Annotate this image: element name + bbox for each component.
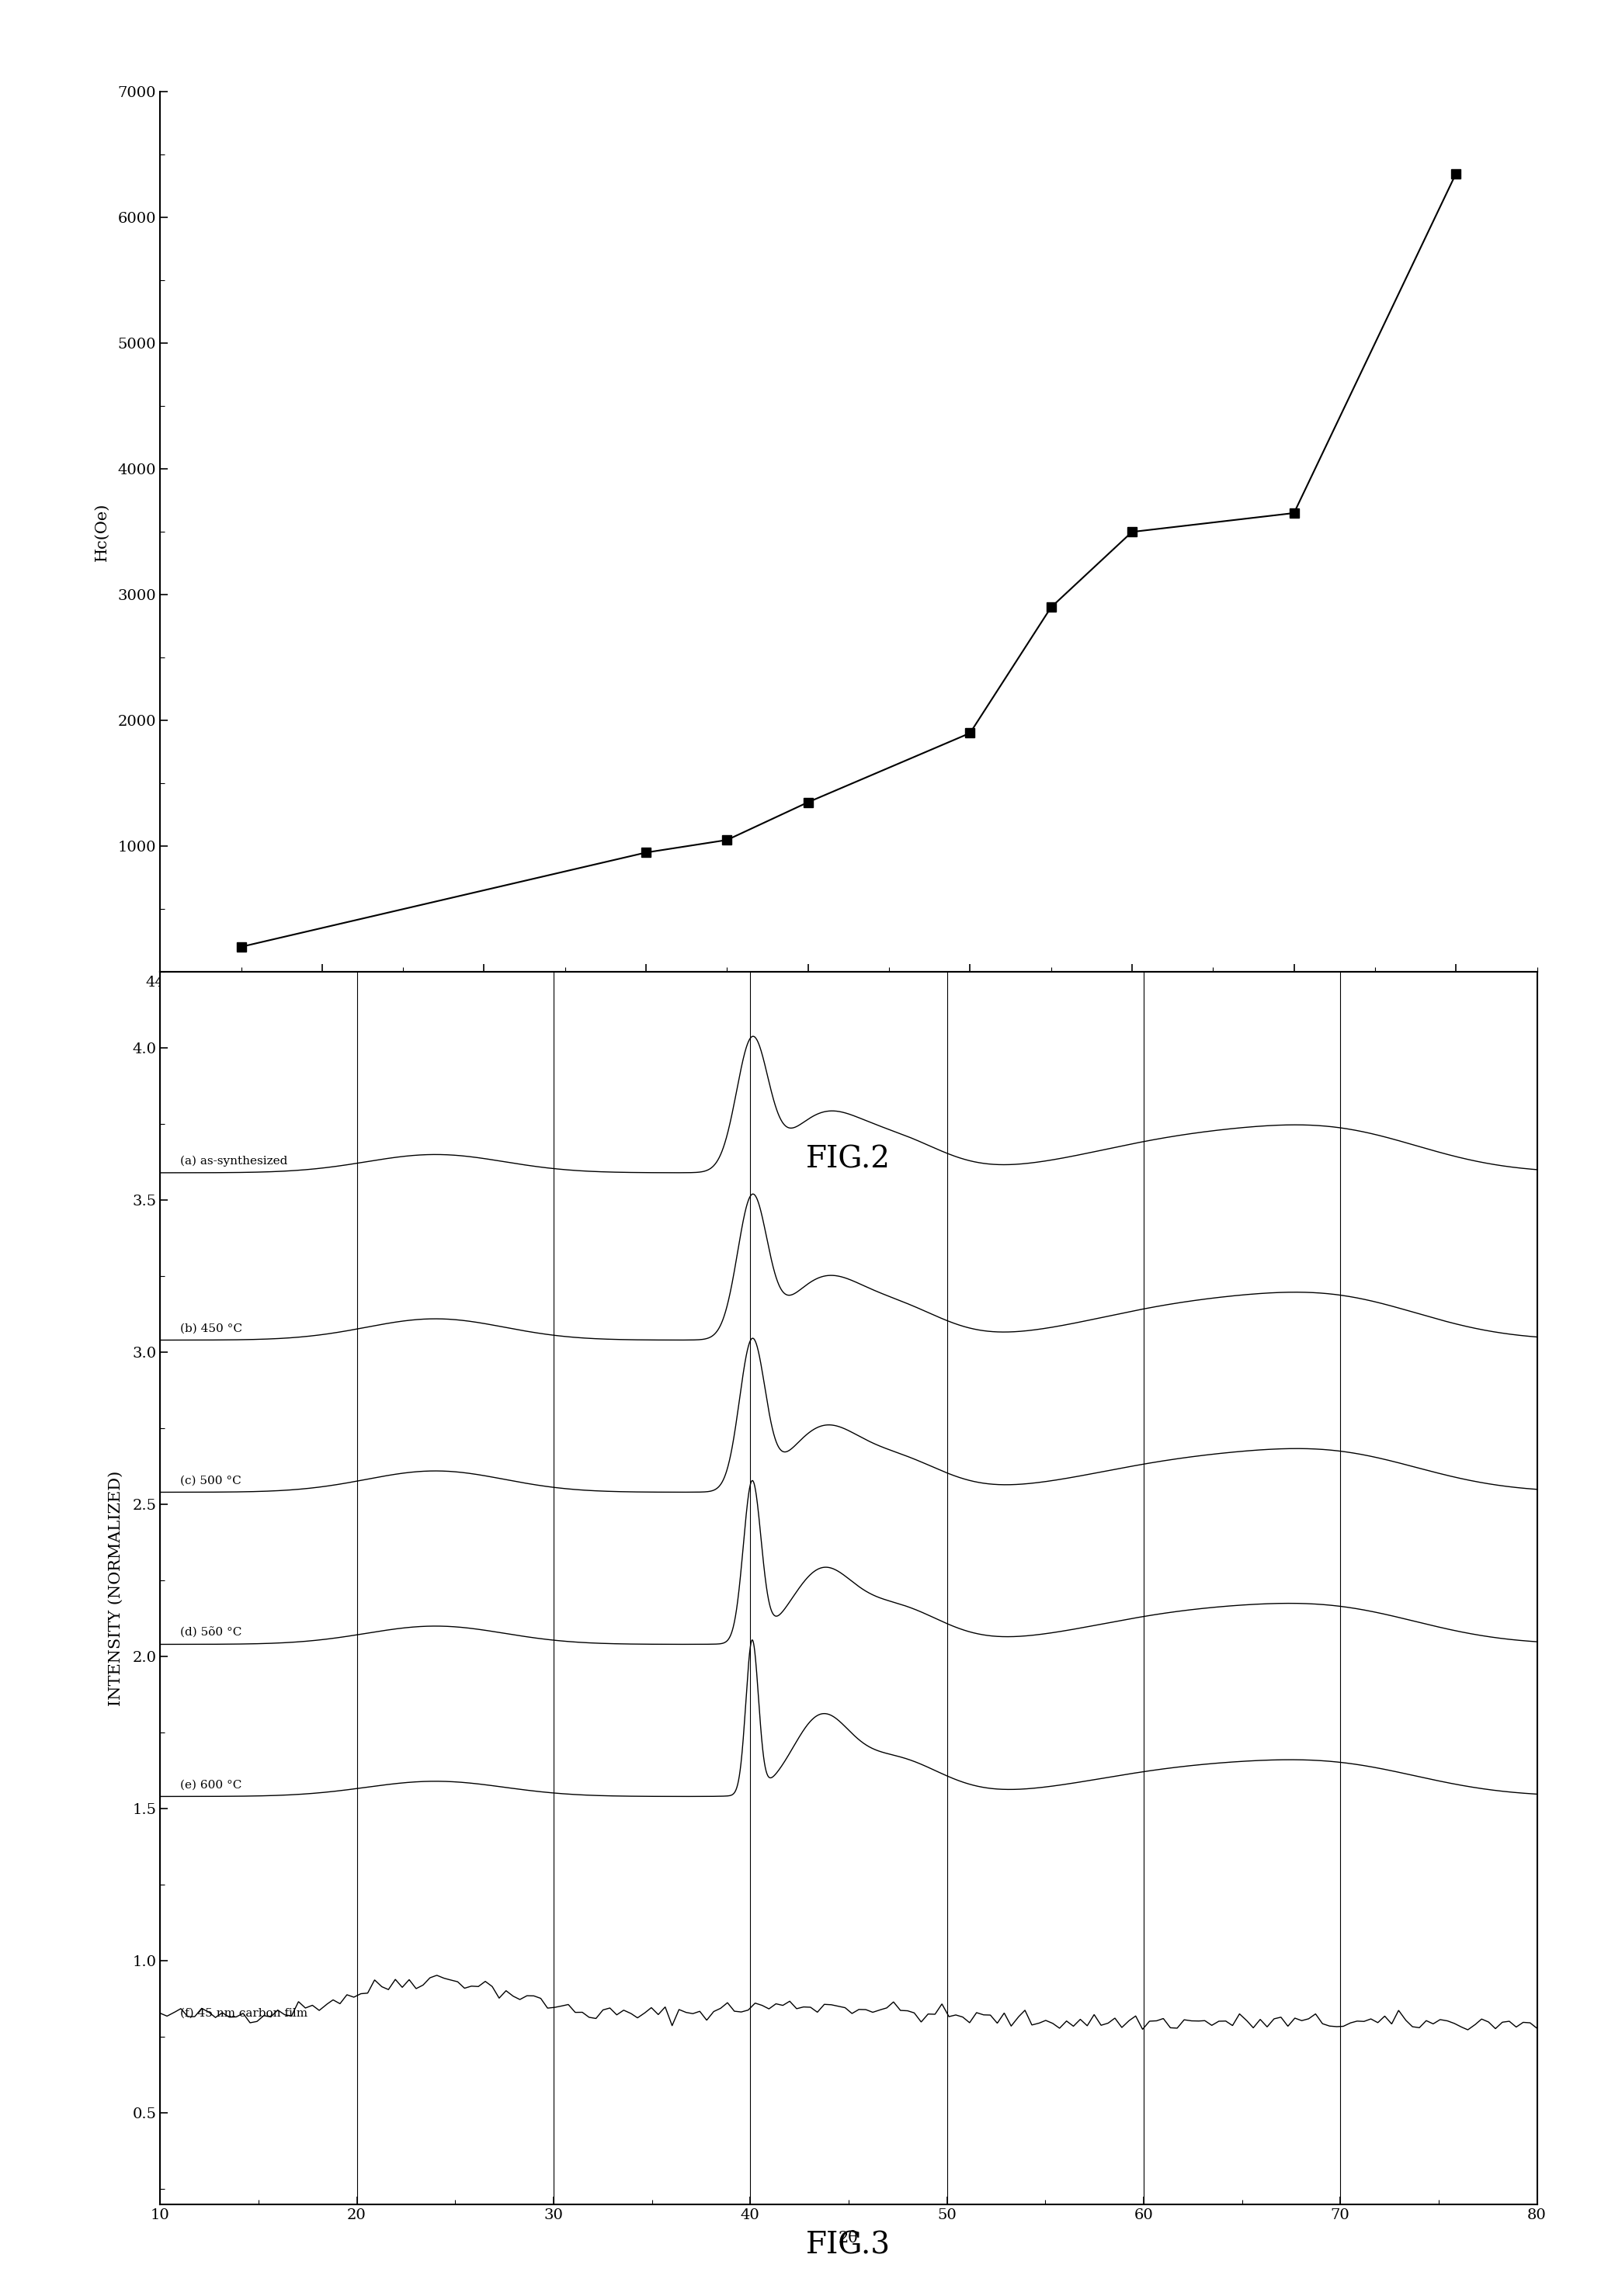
Text: FIG.2: FIG.2 (807, 1146, 890, 1173)
X-axis label: TEMPERATURE (°C): TEMPERATURE (°C) (762, 999, 935, 1013)
Y-axis label: Hc(Oe): Hc(Oe) (94, 503, 109, 560)
Text: (f) 45 nm carbon film: (f) 45 nm carbon film (179, 2007, 307, 2018)
Text: (d) 5õ0 °C: (d) 5õ0 °C (179, 1628, 242, 1639)
X-axis label: 2θ: 2θ (839, 2229, 858, 2245)
Text: (a) as-synthesized: (a) as-synthesized (179, 1155, 287, 1166)
Text: FIG.3: FIG.3 (807, 2232, 890, 2259)
Text: (c) 500 °C: (c) 500 °C (179, 1476, 240, 1486)
Y-axis label: INTENSITY (NORMALIZED): INTENSITY (NORMALIZED) (109, 1469, 123, 1706)
Text: (b) 450 °C: (b) 450 °C (179, 1322, 242, 1334)
Text: (e) 600 °C: (e) 600 °C (179, 1779, 242, 1791)
